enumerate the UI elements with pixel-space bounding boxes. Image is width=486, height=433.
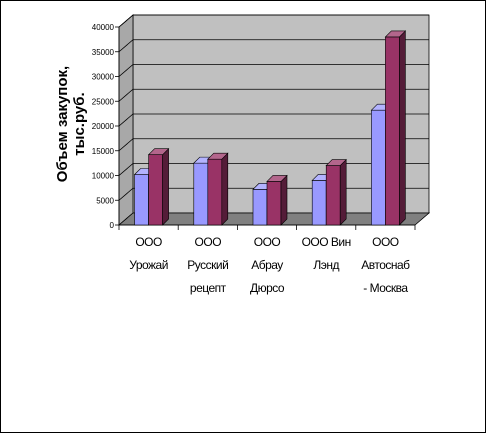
bar-front <box>134 174 149 226</box>
y-tick-label: 10000 <box>92 172 115 181</box>
category-label-line: ООО <box>194 235 222 249</box>
y-tick-label: 0 <box>110 221 115 230</box>
category-label: ООО Автоснаб - Москва <box>355 231 415 300</box>
bar-side <box>339 158 347 226</box>
category-label-line: ООО Вин <box>301 235 352 249</box>
bar-side <box>221 152 229 226</box>
bar-front <box>325 165 341 226</box>
bar-side <box>162 147 169 226</box>
y-tick-label: 25000 <box>92 97 115 106</box>
gridline <box>118 14 429 28</box>
bar-top <box>384 30 407 38</box>
category-label-line: - Москва <box>363 281 408 295</box>
bar-side <box>399 30 406 226</box>
category-label-line: рецепт <box>189 281 226 295</box>
bar-front <box>207 158 223 226</box>
category-label: ООО Русский рецепт <box>178 231 238 300</box>
y-tick-label: 35000 <box>92 48 115 57</box>
bar-front <box>148 154 163 226</box>
y-tick-label: 40000 <box>92 23 115 32</box>
bar-side <box>280 174 288 226</box>
category-label-line: ООО <box>135 235 162 249</box>
bar-top <box>266 175 288 182</box>
gridline <box>118 64 429 77</box>
gridline <box>118 113 429 127</box>
bar-top <box>325 159 347 166</box>
gridline <box>118 138 429 152</box>
y-tick-label: 20000 <box>92 122 115 131</box>
bar-front <box>385 36 400 226</box>
category-label-line: ООО <box>372 235 399 249</box>
category-label-line: Дюрсо <box>249 281 285 295</box>
category-label: ООО Абрау Дюрсо <box>237 231 297 300</box>
bar-front <box>371 109 386 226</box>
category-label: ООО Урожай <box>119 231 179 277</box>
bar-front <box>311 180 327 226</box>
gridline <box>118 88 429 102</box>
y-tick-label: 15000 <box>92 147 115 156</box>
gridline <box>118 39 429 53</box>
bar-front <box>193 162 209 226</box>
y-axis-label: Объем закупок, тыс.руб. <box>54 65 88 183</box>
bar-top <box>147 148 170 156</box>
category-label: ООО Вин Лэнд <box>296 231 356 277</box>
bar-top <box>207 152 229 160</box>
category-label-line: Абрау <box>251 258 283 272</box>
y-tick-label: 30000 <box>92 73 115 82</box>
bar-front <box>266 181 282 226</box>
y-tick-label: 5000 <box>96 196 114 205</box>
category-label-line: Автоснаб <box>361 258 410 272</box>
category-label-line: Русский <box>187 258 229 272</box>
bar-front <box>252 189 268 226</box>
category-label-line: Лэнд <box>313 258 339 272</box>
category-label-line: ООО <box>253 235 281 249</box>
category-label-line: Урожай <box>129 258 168 272</box>
